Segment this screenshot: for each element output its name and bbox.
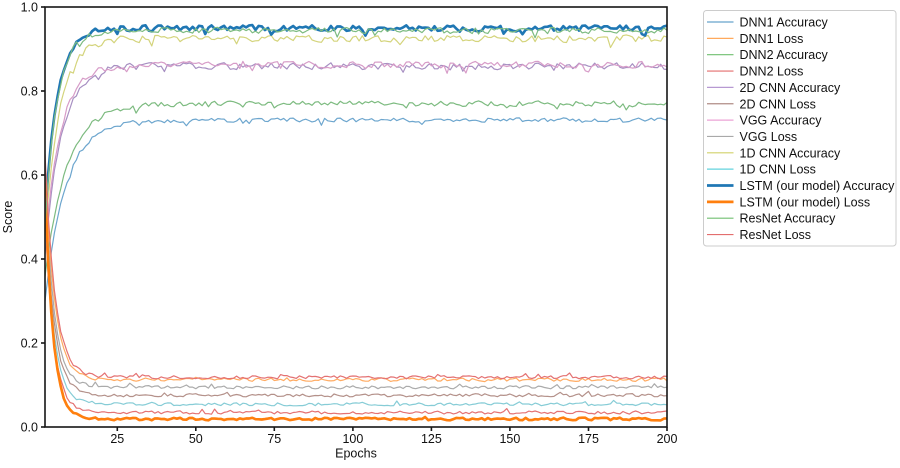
- svg-text:150: 150: [499, 432, 520, 446]
- svg-text:DNN2 Accuracy: DNN2 Accuracy: [740, 48, 829, 62]
- svg-text:0.6: 0.6: [21, 169, 38, 183]
- svg-text:VGG Accuracy: VGG Accuracy: [740, 114, 823, 128]
- svg-text:ResNet Accuracy: ResNet Accuracy: [740, 212, 837, 226]
- svg-text:LSTM (our model) Accuracy: LSTM (our model) Accuracy: [740, 179, 896, 193]
- svg-text:100: 100: [342, 432, 363, 446]
- svg-text:DNN1 Accuracy: DNN1 Accuracy: [740, 16, 829, 30]
- svg-text:2D CNN Loss: 2D CNN Loss: [740, 97, 816, 111]
- svg-text:2D CNN Accuracy: 2D CNN Accuracy: [740, 81, 841, 95]
- svg-text:DNN2 Loss: DNN2 Loss: [740, 65, 804, 79]
- svg-text:Epochs: Epochs: [335, 447, 377, 461]
- svg-text:125: 125: [421, 432, 442, 446]
- svg-text:Score: Score: [1, 201, 15, 234]
- svg-text:1D CNN Accuracy: 1D CNN Accuracy: [740, 146, 841, 160]
- svg-text:DNN1 Loss: DNN1 Loss: [740, 32, 804, 46]
- svg-text:175: 175: [578, 432, 599, 446]
- svg-text:0.0: 0.0: [21, 421, 38, 435]
- svg-text:50: 50: [189, 432, 203, 446]
- svg-text:25: 25: [110, 432, 124, 446]
- svg-text:0.2: 0.2: [21, 337, 38, 351]
- svg-text:0.8: 0.8: [21, 85, 38, 99]
- svg-text:LSTM (our model) Loss: LSTM (our model) Loss: [740, 195, 871, 209]
- svg-text:1D CNN Loss: 1D CNN Loss: [740, 163, 816, 177]
- svg-text:200: 200: [657, 432, 678, 446]
- svg-text:0.4: 0.4: [21, 253, 38, 267]
- svg-text:ResNet Loss: ResNet Loss: [740, 228, 812, 242]
- svg-text:75: 75: [267, 432, 281, 446]
- svg-text:1.0: 1.0: [21, 1, 38, 15]
- svg-text:VGG Loss: VGG Loss: [740, 130, 798, 144]
